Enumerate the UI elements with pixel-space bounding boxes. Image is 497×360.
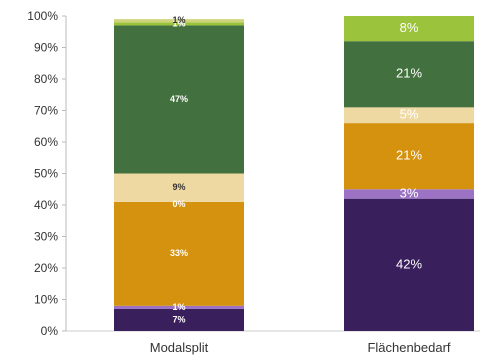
bar-segment — [114, 305, 244, 309]
y-tick-label: 50% — [34, 167, 58, 181]
y-tick-label: 60% — [34, 135, 58, 149]
bar-segment — [114, 201, 244, 306]
data-label: 21% — [396, 66, 422, 81]
data-label: 7% — [172, 314, 185, 324]
y-tick-label: 40% — [34, 198, 58, 212]
bar-segment — [344, 198, 474, 331]
category-label: Flächenbedarf — [367, 340, 450, 355]
data-label: 1% — [172, 18, 185, 28]
y-axis: 0% 10% 20% 30% 40% 50% 60% 70% 80% 90% 100% — [27, 9, 480, 338]
y-tick-label: 30% — [34, 230, 58, 244]
data-label: 21% — [396, 148, 422, 163]
data-label: 33% — [170, 248, 188, 258]
data-label: 8% — [400, 20, 419, 35]
y-tick-label: 10% — [34, 293, 58, 307]
x-axis: Modalsplit Flächenbedarf — [150, 340, 451, 355]
bar-segment — [344, 107, 474, 124]
bar-segment — [114, 308, 244, 331]
y-tick-label: 70% — [34, 104, 58, 118]
bar-segment — [114, 173, 244, 202]
data-label: 47% — [170, 94, 188, 104]
y-tick-label: 100% — [27, 9, 58, 23]
data-label: 9% — [172, 182, 185, 192]
y-tick-label: 20% — [34, 261, 58, 275]
data-labels: 7%1%33%0%9%47%1%1%42%3%21%5%21%8% — [170, 15, 422, 324]
bar-segment — [344, 123, 474, 190]
bar-segment — [344, 16, 474, 42]
bar-segment — [114, 22, 244, 26]
data-label: 3% — [400, 185, 419, 200]
y-tick-label: 90% — [34, 41, 58, 55]
data-label: 0% — [172, 199, 185, 209]
data-label: 5% — [400, 107, 419, 122]
bar-segment — [114, 25, 244, 174]
y-tick-label: 80% — [34, 72, 58, 86]
category-label: Modalsplit — [150, 340, 209, 355]
bar-segment — [344, 41, 474, 108]
y-tick-label: 0% — [41, 324, 59, 338]
bar-segment — [344, 189, 474, 199]
bars — [114, 16, 474, 331]
data-label: 1% — [172, 15, 185, 25]
data-label: 42% — [396, 256, 422, 271]
bar-segment — [114, 19, 244, 23]
data-label: 1% — [172, 302, 185, 312]
